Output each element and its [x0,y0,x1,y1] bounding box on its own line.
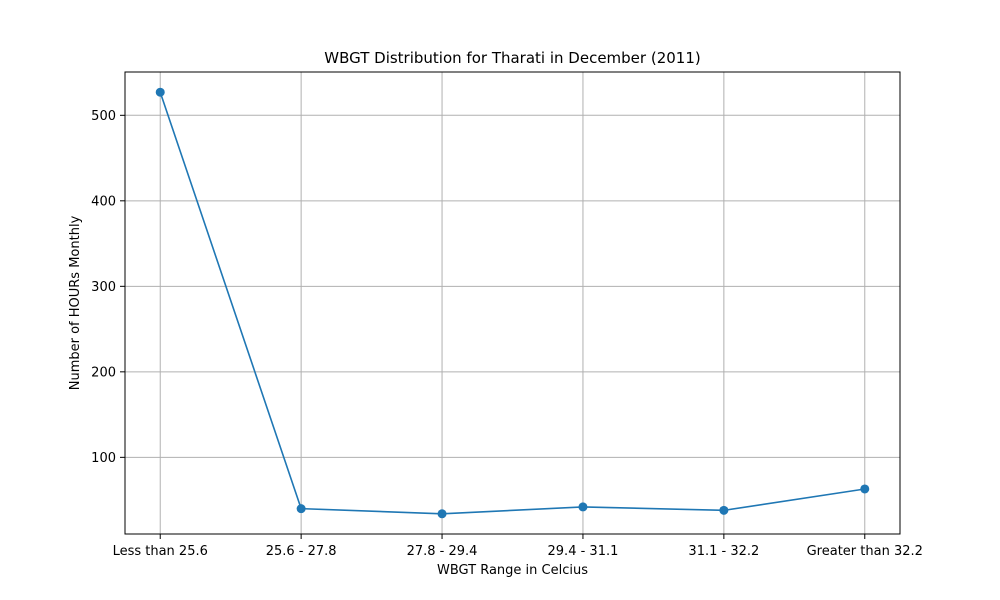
chart-title: WBGT Distribution for Tharati in Decembe… [324,49,700,67]
y-tick-label: 100 [91,451,116,466]
y-axis-label: Number of HOURs Monthly [68,215,83,390]
y-tick-label: 400 [91,194,116,209]
x-axis: Less than 25.6 25.6 - 27.8 27.8 - 29.4 29.4… [113,534,923,559]
x-tick-label: 25.6 - 27.8 [266,544,337,559]
y-axis: 100 200 300 400 500 [91,109,125,466]
series-line [159,91,865,515]
x-tick-label: 31.1 - 32.2 [688,544,759,559]
x-tick-label: Greater than 32.2 [807,544,923,559]
data-point [578,502,588,512]
y-tick-label: 300 [91,280,116,295]
plot-frame [124,71,901,535]
y-tick-label: 200 [91,365,116,380]
x-tick-label: 29.4 - 31.1 [548,544,619,559]
grid-lines [125,72,900,534]
y-tick-label: 500 [91,109,116,124]
series-layer [155,87,870,519]
x-tick-label: Less than 25.6 [113,544,208,559]
x-axis-label: WBGT Range in Celcius [437,563,588,578]
x-tick-label: 27.8 - 29.4 [407,544,478,559]
data-point [860,484,870,494]
data-point [155,87,165,97]
data-point [296,504,306,514]
data-point [437,509,447,519]
data-point [719,505,729,515]
